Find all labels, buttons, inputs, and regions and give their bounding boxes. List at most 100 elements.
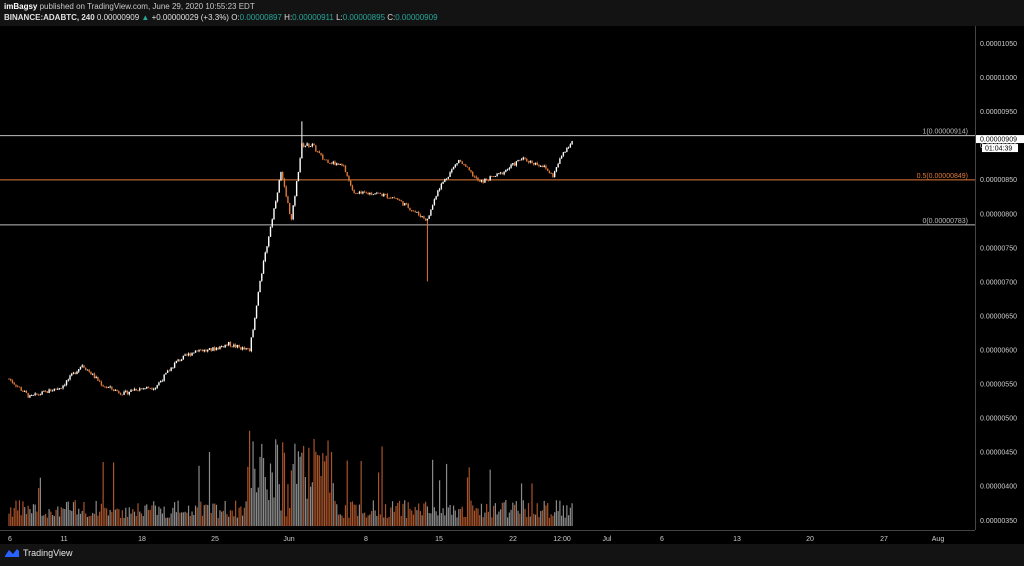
time-axis[interactable]: 6 11 18 25 Jun 8 15 22 12:00 Jul 6 13 20 27 Aug — [0, 530, 975, 545]
volume-bar — [545, 505, 547, 526]
candle-body — [27, 392, 29, 398]
volume-bar — [398, 500, 401, 526]
volume-bar — [496, 514, 498, 526]
candle-body — [177, 359, 179, 361]
volume-bar — [161, 513, 164, 526]
candle-body — [214, 347, 216, 351]
candle-body — [388, 197, 390, 199]
candle-body — [85, 367, 87, 370]
candle-body — [294, 196, 296, 206]
candle-body — [557, 163, 559, 168]
candle-body — [343, 165, 345, 167]
candle-body — [283, 178, 286, 187]
candle-body — [222, 346, 225, 348]
author-name[interactable]: imBagsy — [4, 2, 38, 11]
volume-bar — [451, 514, 453, 526]
candle-body — [473, 176, 476, 178]
candle-body — [442, 182, 444, 184]
candle-body — [187, 353, 190, 356]
candle-body — [205, 349, 207, 352]
candle-body — [55, 388, 57, 390]
volume-bar — [465, 516, 467, 526]
volume-bar — [456, 517, 458, 526]
candle-body — [315, 145, 317, 152]
candle-body — [449, 172, 451, 177]
volume-bar — [386, 517, 388, 526]
x-tick-label: 27 — [880, 536, 888, 543]
candle-body — [322, 154, 324, 160]
candle-body — [390, 197, 392, 199]
candle-body — [320, 153, 322, 155]
volume-bar — [522, 500, 524, 526]
candle-body — [485, 179, 488, 181]
volume-bar — [470, 500, 472, 526]
candle-body — [186, 354, 188, 356]
candle-body — [287, 196, 289, 204]
volume-bar — [360, 460, 362, 526]
candle-body — [513, 163, 516, 166]
x-tick-label: 8 — [364, 536, 368, 543]
volume-bar — [479, 515, 481, 526]
candle-body — [112, 389, 115, 391]
symbol-label[interactable]: BINANCE:ADABTC, 240 — [4, 13, 95, 22]
volume-bar — [123, 517, 125, 526]
candle-body — [184, 354, 186, 356]
volume-bar — [426, 506, 428, 526]
candle-body — [74, 372, 76, 374]
candle-body — [468, 167, 470, 171]
volume-bar — [304, 477, 306, 526]
volume-bar — [111, 511, 113, 526]
candle-body — [23, 390, 26, 392]
price-chart[interactable]: 1(0.00000914) 0.5(0.00000849) 0(0.00000783… — [0, 26, 975, 530]
volume-bar — [529, 516, 531, 526]
volume-bar — [433, 507, 435, 526]
candle-body — [346, 172, 348, 177]
volume-bar — [187, 505, 190, 526]
volume-bar — [50, 511, 52, 526]
candle-body — [470, 170, 472, 172]
volume-bar — [139, 511, 141, 526]
open-value: 0.00000897 — [239, 13, 282, 22]
volume-bar — [273, 497, 275, 526]
price-pane[interactable]: 1(0.00000914) 0.5(0.00000849) 0(0.00000783… — [0, 26, 976, 530]
volume-bar — [259, 456, 261, 526]
volume-bar — [200, 501, 202, 526]
candle-body — [200, 349, 202, 351]
candle-body — [506, 169, 509, 171]
candle-body — [17, 386, 19, 388]
candle-body — [133, 388, 136, 391]
candle-body — [440, 183, 443, 189]
high-value: 0.00000911 — [292, 13, 334, 22]
candle-body — [32, 394, 35, 396]
volume-bar — [466, 477, 469, 526]
candle-body — [135, 388, 137, 391]
candle-body — [391, 197, 394, 199]
candle-body — [125, 390, 127, 392]
candle-body — [416, 211, 418, 213]
volume-bar — [444, 515, 446, 526]
candle-body — [325, 159, 327, 161]
close-label: C: — [387, 13, 396, 22]
candle-body — [552, 173, 554, 178]
volume-bar — [46, 517, 48, 526]
volume-bar — [100, 503, 102, 526]
volume-bar — [351, 501, 354, 526]
volume-bar — [543, 500, 545, 526]
last-price-label: 0.00000909 — [980, 137, 1017, 144]
candle-body — [51, 390, 54, 392]
tradingview-brand[interactable]: TradingView — [4, 548, 73, 558]
volume-bar — [83, 501, 85, 526]
volume-bar — [31, 513, 33, 526]
countdown-marker: 01:04:39 — [982, 144, 1018, 153]
candle-body — [201, 349, 204, 352]
volume-bar — [65, 502, 68, 526]
candle-body — [508, 167, 511, 170]
volume-bar — [194, 505, 197, 526]
price-axis[interactable]: 0.000010500.000010000.000009500.00000900… — [976, 26, 1024, 544]
candle-body — [360, 191, 362, 194]
candle-body — [566, 147, 568, 152]
volume-bar — [271, 472, 273, 526]
volume-bar — [261, 443, 263, 526]
volume-bar — [74, 500, 76, 526]
candle-body — [522, 157, 524, 160]
